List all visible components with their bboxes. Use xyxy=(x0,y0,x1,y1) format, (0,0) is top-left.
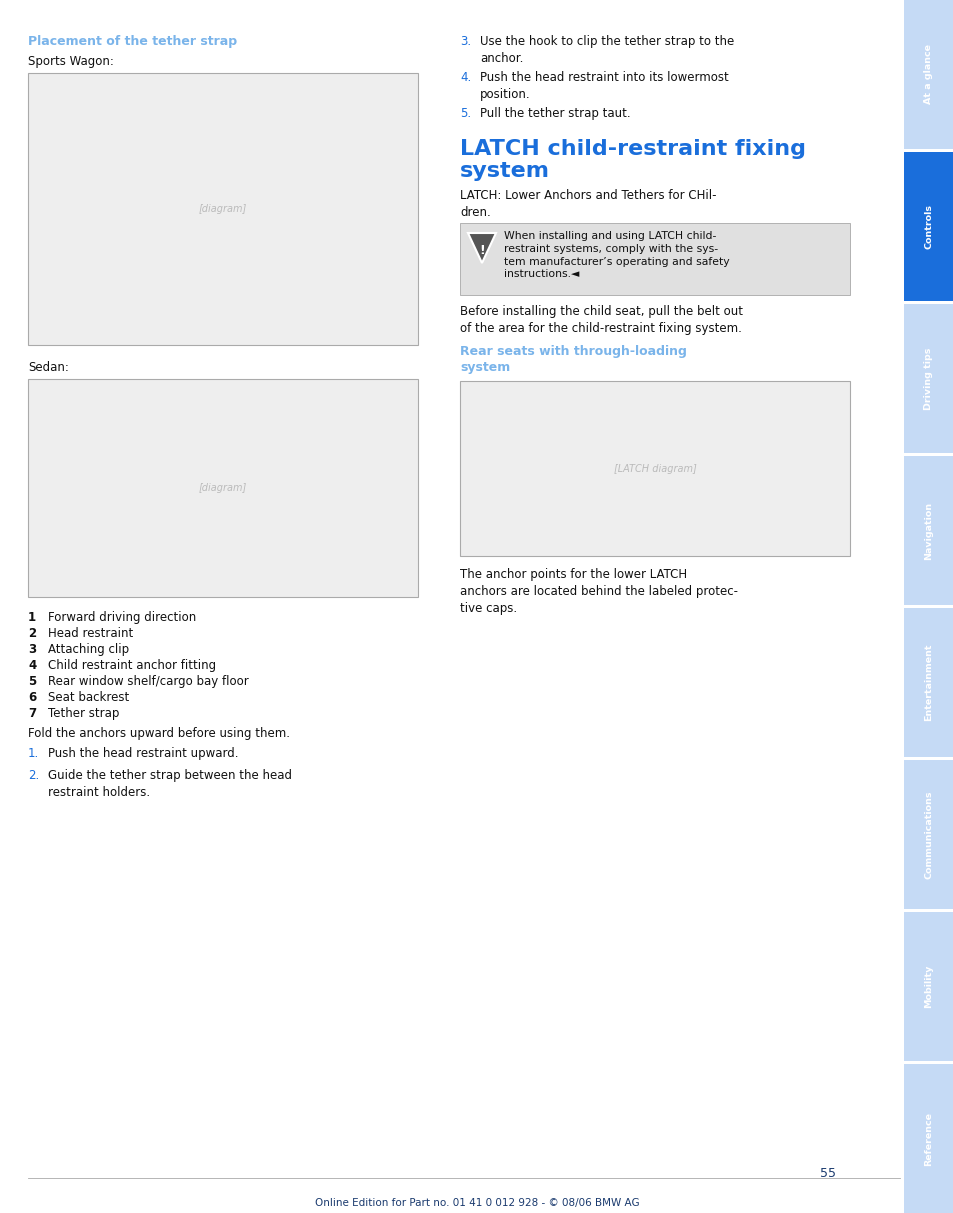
Text: 1.: 1. xyxy=(28,747,39,761)
Bar xyxy=(903,912,953,1061)
Text: Entertainment: Entertainment xyxy=(923,644,933,722)
Bar xyxy=(903,761,953,909)
Text: Driving tips: Driving tips xyxy=(923,347,933,410)
Text: LATCH: Lower Anchors and Tethers for CHil-
dren.: LATCH: Lower Anchors and Tethers for CHi… xyxy=(459,189,716,220)
Text: LATCH child-restraint fixing: LATCH child-restraint fixing xyxy=(459,139,805,159)
Text: 5.: 5. xyxy=(459,107,471,120)
Text: The anchor points for the lower LATCH
anchors are located behind the labeled pro: The anchor points for the lower LATCH an… xyxy=(459,568,738,615)
Text: Sedan:: Sedan: xyxy=(28,361,69,374)
Text: 6: 6 xyxy=(28,691,36,704)
Text: Seat backrest: Seat backrest xyxy=(48,691,129,704)
Text: 1: 1 xyxy=(28,611,36,623)
Bar xyxy=(28,378,417,597)
Text: Fold the anchors upward before using them.: Fold the anchors upward before using the… xyxy=(28,727,290,740)
Text: Before installing the child seat, pull the belt out
of the area for the child-re: Before installing the child seat, pull t… xyxy=(459,304,742,335)
Text: 3.: 3. xyxy=(459,35,471,49)
Text: 3: 3 xyxy=(28,643,36,656)
Text: Communications: Communications xyxy=(923,790,933,878)
Text: Online Edition for Part no. 01 41 0 012 928 - © 08/06 BMW AG: Online Edition for Part no. 01 41 0 012 … xyxy=(314,1198,639,1208)
Text: [LATCH diagram]: [LATCH diagram] xyxy=(613,463,696,473)
Text: Sports Wagon:: Sports Wagon: xyxy=(28,55,113,68)
Text: Head restraint: Head restraint xyxy=(48,627,133,640)
Text: At a glance: At a glance xyxy=(923,45,933,104)
Text: 4.: 4. xyxy=(459,72,471,84)
Bar xyxy=(459,381,849,556)
Bar xyxy=(459,223,849,295)
Text: 7: 7 xyxy=(28,707,36,721)
Bar xyxy=(903,304,953,452)
Text: Push the head restraint into its lowermost
position.: Push the head restraint into its lowermo… xyxy=(479,72,728,101)
Bar xyxy=(903,608,953,757)
Text: Rear window shelf/cargo bay floor: Rear window shelf/cargo bay floor xyxy=(48,674,249,688)
Text: Rear seats with through-loading: Rear seats with through-loading xyxy=(459,344,686,358)
Text: 55: 55 xyxy=(820,1167,835,1180)
Text: Use the hook to clip the tether strap to the
anchor.: Use the hook to clip the tether strap to… xyxy=(479,35,734,66)
Bar xyxy=(903,456,953,605)
Bar xyxy=(903,152,953,301)
Text: 5: 5 xyxy=(28,674,36,688)
Text: Push the head restraint upward.: Push the head restraint upward. xyxy=(48,747,238,761)
Text: 2.: 2. xyxy=(28,769,39,782)
Text: !: ! xyxy=(478,244,484,256)
Text: Forward driving direction: Forward driving direction xyxy=(48,611,196,623)
Text: Controls: Controls xyxy=(923,204,933,249)
Text: 4: 4 xyxy=(28,659,36,672)
Text: Attaching clip: Attaching clip xyxy=(48,643,129,656)
Text: system: system xyxy=(459,361,510,374)
Bar xyxy=(903,0,953,149)
Bar xyxy=(903,1064,953,1213)
Text: 2: 2 xyxy=(28,627,36,640)
Polygon shape xyxy=(468,233,496,263)
Text: Tether strap: Tether strap xyxy=(48,707,119,721)
Text: When installing and using LATCH child-
restraint systems, comply with the sys-
t: When installing and using LATCH child- r… xyxy=(503,230,729,279)
Text: Placement of the tether strap: Placement of the tether strap xyxy=(28,35,237,49)
Text: Pull the tether strap taut.: Pull the tether strap taut. xyxy=(479,107,630,120)
Text: system: system xyxy=(459,161,550,181)
Text: Guide the tether strap between the head
restraint holders.: Guide the tether strap between the head … xyxy=(48,769,292,799)
Text: [diagram]: [diagram] xyxy=(198,483,247,492)
Text: Reference: Reference xyxy=(923,1111,933,1166)
Text: Child restraint anchor fitting: Child restraint anchor fitting xyxy=(48,659,216,672)
Text: Mobility: Mobility xyxy=(923,964,933,1008)
Text: [diagram]: [diagram] xyxy=(198,204,247,213)
Bar xyxy=(28,73,417,344)
Text: Navigation: Navigation xyxy=(923,501,933,559)
